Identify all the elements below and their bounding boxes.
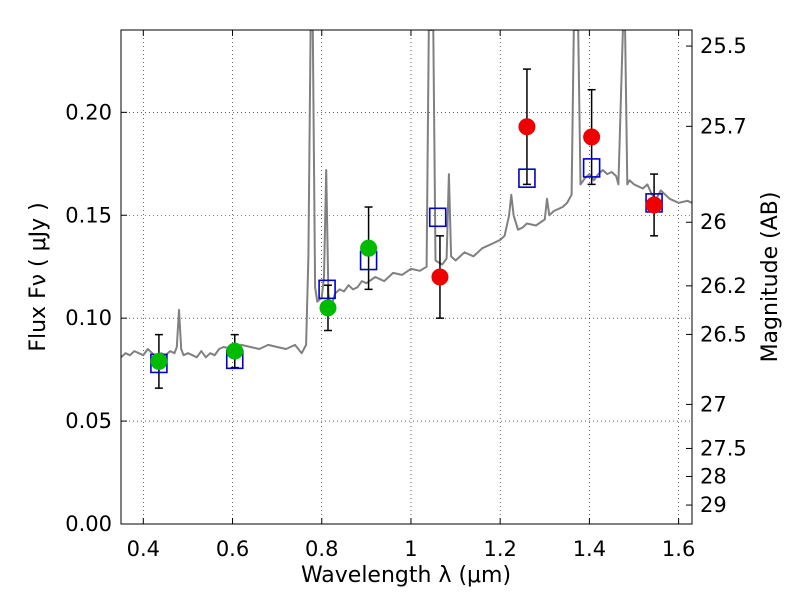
observed-photometry-markers [150, 118, 663, 370]
x-tick-label: 1.4 [573, 537, 606, 561]
x-axis-label: Wavelength λ (μm) [301, 563, 511, 588]
y-tick-label: 0.20 [65, 100, 112, 124]
right-tick-label: 26.2 [700, 274, 747, 298]
observed-point [226, 342, 244, 360]
model-square-marker [318, 279, 336, 300]
x-tick-label: 0.4 [127, 537, 160, 561]
y-axis-label: Flux Fν ( μJy ) [26, 202, 51, 351]
model-photometry-markers [150, 158, 663, 374]
right-axis-label: Magnitude (AB) [758, 192, 783, 363]
right-tick-label: 29 [700, 493, 727, 517]
right-tick-label: 25.7 [700, 114, 747, 138]
right-tick-label: 28 [700, 464, 727, 488]
observed-point [150, 352, 168, 370]
observed-point [583, 128, 601, 146]
y-tick-label: 0.00 [65, 512, 112, 536]
model-square-marker [428, 207, 447, 228]
x-tick-label: 1 [404, 537, 417, 561]
observed-point [645, 196, 663, 214]
observed-point [518, 118, 536, 136]
y-tick-labels: 0.00 0.05 0.10 0.15 0.20 [65, 100, 112, 536]
x-tick-label: 1.2 [483, 537, 516, 561]
model-square-marker [582, 158, 601, 178]
x-tick-label: 1.6 [662, 537, 695, 561]
right-tick-label: 27.5 [700, 436, 747, 460]
right-tick-label: 26.5 [700, 322, 747, 346]
spectrum-line [121, 30, 692, 359]
y-tick-label: 0.15 [65, 203, 112, 227]
model-square-marker [518, 168, 536, 188]
y-tick-label: 0.10 [65, 306, 112, 330]
right-tick-label: 25.5 [700, 34, 747, 58]
right-tick-label: 27 [700, 392, 727, 416]
plot-frame [120, 29, 693, 525]
y-tick-label: 0.05 [65, 409, 112, 433]
x-tick-label: 0.8 [305, 537, 338, 561]
right-tick-label: 26 [700, 210, 727, 234]
right-tick-labels: 25.5 25.7 26 26.2 26.5 27 27.5 28 29 [700, 34, 747, 517]
x-tick-labels: 0.4 0.6 0.8 1 1.2 1.4 1.6 [127, 537, 696, 561]
observed-point [431, 268, 449, 286]
x-tick-label: 0.6 [216, 537, 249, 561]
observed-point [360, 239, 378, 257]
observed-point [319, 299, 337, 317]
axis-ticks [121, 30, 692, 525]
template-spectrum [121, 30, 692, 359]
